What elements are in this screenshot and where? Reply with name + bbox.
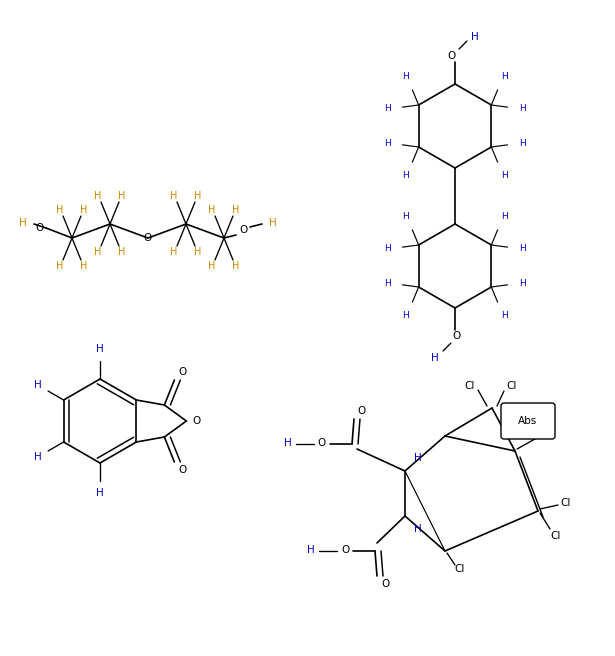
Text: Cl: Cl	[465, 381, 475, 391]
Text: H: H	[384, 279, 391, 289]
Text: H: H	[118, 191, 125, 201]
Text: H: H	[284, 438, 292, 448]
Text: H: H	[19, 218, 27, 228]
Text: H: H	[232, 261, 240, 271]
Text: O: O	[453, 331, 461, 341]
Text: Cl: Cl	[538, 431, 548, 441]
Text: Cl: Cl	[455, 564, 465, 574]
Text: H: H	[471, 32, 479, 42]
Text: H: H	[307, 545, 315, 555]
Text: H: H	[269, 218, 277, 228]
Text: O: O	[448, 51, 456, 61]
Text: O: O	[358, 406, 366, 416]
Text: O: O	[192, 416, 200, 426]
Text: H: H	[414, 524, 422, 534]
Text: H: H	[118, 247, 125, 257]
Text: H: H	[501, 213, 507, 222]
FancyBboxPatch shape	[501, 403, 555, 439]
Text: H: H	[208, 261, 216, 271]
Text: H: H	[501, 72, 507, 81]
Text: H: H	[57, 261, 64, 271]
Text: Cl: Cl	[551, 531, 561, 541]
Text: H: H	[403, 171, 410, 180]
Text: O: O	[178, 367, 186, 377]
Text: H: H	[81, 261, 88, 271]
Text: O: O	[35, 223, 43, 233]
Text: H: H	[170, 191, 178, 201]
Text: H: H	[96, 488, 104, 498]
Text: H: H	[403, 72, 410, 81]
Text: H: H	[170, 247, 178, 257]
Text: O: O	[178, 465, 186, 475]
Text: H: H	[232, 205, 240, 215]
Text: H: H	[96, 344, 104, 354]
Text: O: O	[341, 545, 349, 555]
Text: H: H	[194, 247, 202, 257]
Text: H: H	[501, 171, 507, 180]
Text: O: O	[239, 225, 247, 235]
Text: H: H	[384, 243, 391, 253]
Text: O: O	[318, 438, 326, 448]
Text: H: H	[208, 205, 216, 215]
Text: H: H	[34, 380, 42, 390]
Text: H: H	[57, 205, 64, 215]
Text: O: O	[381, 579, 389, 589]
Text: H: H	[384, 104, 391, 113]
Text: Cl: Cl	[507, 381, 517, 391]
Text: H: H	[94, 191, 101, 201]
Text: Cl: Cl	[561, 498, 571, 508]
Text: H: H	[501, 310, 507, 319]
Text: H: H	[518, 243, 525, 253]
Text: O: O	[144, 233, 152, 243]
Text: H: H	[94, 247, 101, 257]
Text: H: H	[414, 453, 422, 463]
Text: H: H	[81, 205, 88, 215]
Text: Abs: Abs	[518, 416, 538, 426]
Text: H: H	[403, 310, 410, 319]
Text: H: H	[431, 353, 439, 363]
Text: H: H	[518, 104, 525, 113]
Text: H: H	[34, 452, 42, 462]
Text: H: H	[518, 140, 525, 148]
Text: H: H	[384, 140, 391, 148]
Text: H: H	[518, 279, 525, 289]
Text: H: H	[194, 191, 202, 201]
Text: H: H	[403, 213, 410, 222]
